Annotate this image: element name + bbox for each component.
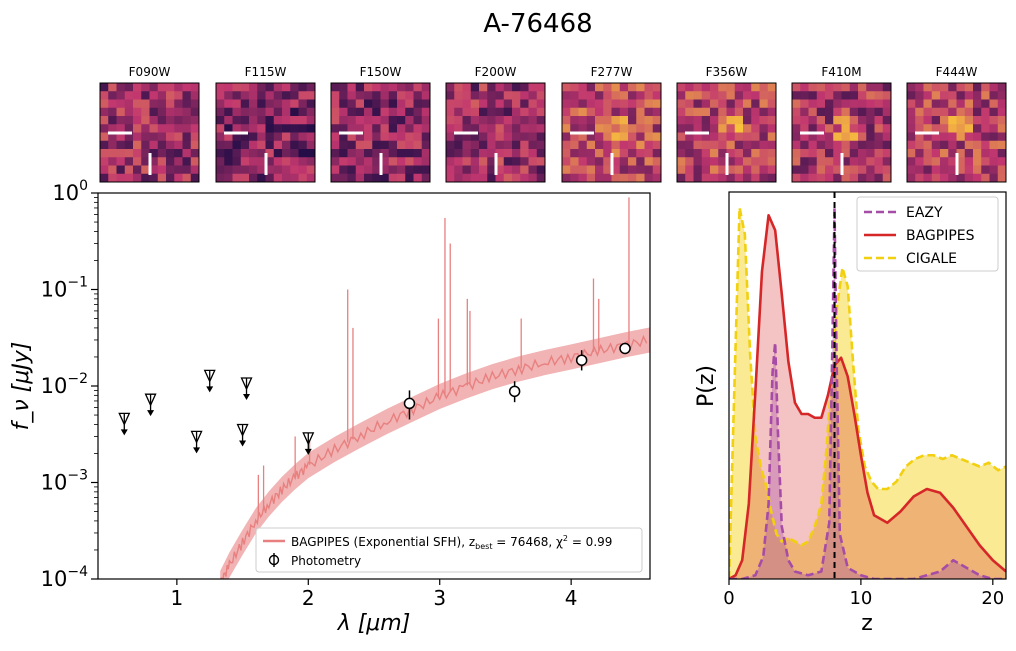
cutout-strip: F090W F115W F150W F200W F277W F356W F410M F444W — [99, 65, 1007, 183]
sed-x-tick-label: 3 — [433, 586, 446, 610]
sed-photometry-point — [575, 350, 588, 371]
pz-line-eazy — [729, 206, 1006, 579]
pz-axes-frame — [728, 191, 1007, 580]
cutout-frame — [330, 82, 431, 183]
pz-fill-bagpipes — [729, 215, 1006, 579]
pz-plot-area — [729, 192, 1006, 579]
cutout-image — [445, 82, 546, 183]
sed-y-tick-label: 10−3 — [41, 468, 88, 495]
sed-photometry-point — [403, 390, 416, 420]
cutout-label: F277W — [591, 65, 633, 79]
sed-upper-limit — [203, 369, 216, 393]
legend-photometry-label: Photometry — [291, 554, 361, 568]
cutout-label: F356W — [706, 65, 748, 79]
cutout-label: F090W — [129, 65, 171, 79]
sed-axes: 1 2 3 4 10−4 10−3 10−2 10−1 100 — [41, 178, 578, 610]
sed-y-axis-label: f_ν [μJy] — [9, 342, 34, 431]
pz-y-axis-label: P(z) — [694, 365, 719, 407]
pz-legend: EAZY BAGPIPES CIGALE — [856, 196, 999, 272]
cutout-frame — [676, 82, 777, 183]
sed-x-tick-label: 4 — [565, 586, 578, 610]
pz-line-cigale — [729, 206, 1006, 579]
pz-x-axis-label: z — [861, 611, 873, 636]
sed-photometry-point — [619, 342, 631, 355]
pz-x-tick-label: 0 — [723, 588, 734, 609]
cutout-frame — [561, 82, 662, 183]
pz-legend-label-bagpipes: BAGPIPES — [906, 228, 975, 244]
legend-model-label: BAGPIPES (Exponential SFH), zbest = 7646… — [291, 534, 612, 551]
sed-x-tick-label: 2 — [302, 586, 315, 610]
pz-fill-cigale — [729, 207, 1006, 579]
cutout-image — [676, 82, 777, 183]
sed-model-uncertainty-band — [220, 327, 650, 579]
sed-upper-limit — [118, 412, 131, 436]
cutout-frame — [445, 82, 546, 183]
sed-upper-limit — [240, 377, 253, 400]
cutout-image — [561, 82, 662, 183]
sed-x-tick-label: 1 — [170, 586, 183, 610]
cutout-image — [99, 82, 200, 183]
sed-upper-limit — [190, 430, 203, 454]
pz-legend-label-cigale: CIGALE — [906, 251, 957, 267]
cutout-label: F444W — [936, 65, 978, 79]
sed-y-tick-label: 100 — [52, 178, 88, 205]
cutout-frame — [906, 82, 1007, 183]
cutout-image — [330, 82, 431, 183]
cutout-label: F150W — [360, 65, 402, 79]
cutout-label: F410M — [821, 65, 861, 79]
sed-upper-limit — [302, 432, 315, 455]
sed-upper-limit — [236, 423, 249, 447]
pz-x-tick-label: 10 — [849, 588, 872, 609]
sed-y-tick-label: 10−2 — [41, 371, 88, 398]
sed-plot-area — [118, 197, 650, 579]
sed-upper-limit — [144, 393, 157, 417]
sed-model-line — [220, 334, 648, 579]
cutout-label: F200W — [475, 65, 517, 79]
sed-photometry-point — [508, 381, 521, 403]
pz-axes: 0 10 20 — [723, 579, 1004, 609]
pz-legend-label-eazy: EAZY — [906, 205, 943, 221]
sed-y-tick-label: 10−4 — [41, 564, 88, 591]
cutout-frame — [215, 82, 316, 183]
sed-x-axis-label: λ [μm] — [337, 611, 411, 636]
cutout-image — [791, 82, 892, 183]
sed-y-tick-label: 10−1 — [41, 275, 88, 302]
sed-panel: 1 2 3 4 10−4 10−3 10−2 10−1 100 λ [μm] f_ν [μJy]… — [9, 178, 651, 636]
pz-panel: 0 10 20 z P(z) EAZY BAGPIPES CIGALE — [694, 191, 1007, 636]
figure-title: A-76468 — [483, 9, 592, 39]
cutout-label: F115W — [245, 65, 287, 79]
cutout-image — [215, 82, 316, 183]
cutout-frame — [99, 82, 200, 183]
sed-legend: BAGPIPES (Exponential SFH), zbest = 7646… — [255, 527, 643, 573]
cutout-frame — [791, 82, 892, 183]
pz-x-tick-label: 20 — [981, 588, 1004, 609]
cutout-image — [906, 82, 1007, 183]
